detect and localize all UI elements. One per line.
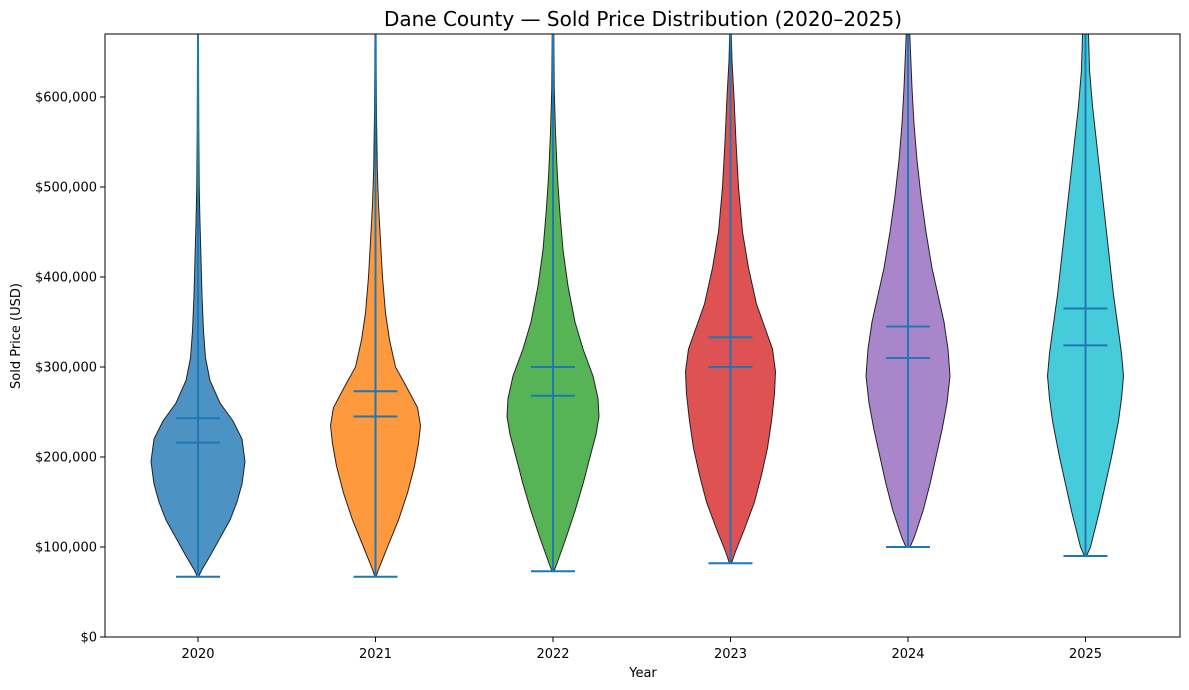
- y-tick-label: $300,000: [35, 361, 97, 376]
- y-tick-label: $400,000: [35, 271, 97, 286]
- chart-title: Dane County — Sold Price Distribution (2…: [384, 7, 902, 31]
- y-tick-label: $200,000: [35, 451, 97, 466]
- y-tick-label: $500,000: [35, 181, 97, 196]
- x-tick-label: 2020: [181, 647, 214, 662]
- x-tick-label: 2024: [891, 647, 924, 662]
- y-axis: $0 $100,000 $200,000 $300,000 $400,000 $500,0…: [35, 91, 105, 646]
- plot-frame: [104, 33, 1181, 638]
- x-axis-label: Year: [628, 666, 657, 681]
- x-tick-label: 2023: [714, 647, 747, 662]
- y-tick-label: $600,000: [35, 91, 97, 106]
- y-tick-label: $0: [80, 631, 97, 646]
- violins-layer: [150, 34, 1125, 578]
- y-axis-label: Sold Price (USD): [9, 283, 24, 389]
- violins-clipped: [150, 34, 1125, 578]
- x-tick-label: 2025: [1069, 647, 1102, 662]
- y-tick-label: $100,000: [35, 541, 97, 556]
- x-tick-label: 2022: [536, 647, 569, 662]
- x-axis: 2020 2021 2022 2023 2024 2025: [181, 637, 1102, 662]
- x-tick-label: 2021: [359, 647, 392, 662]
